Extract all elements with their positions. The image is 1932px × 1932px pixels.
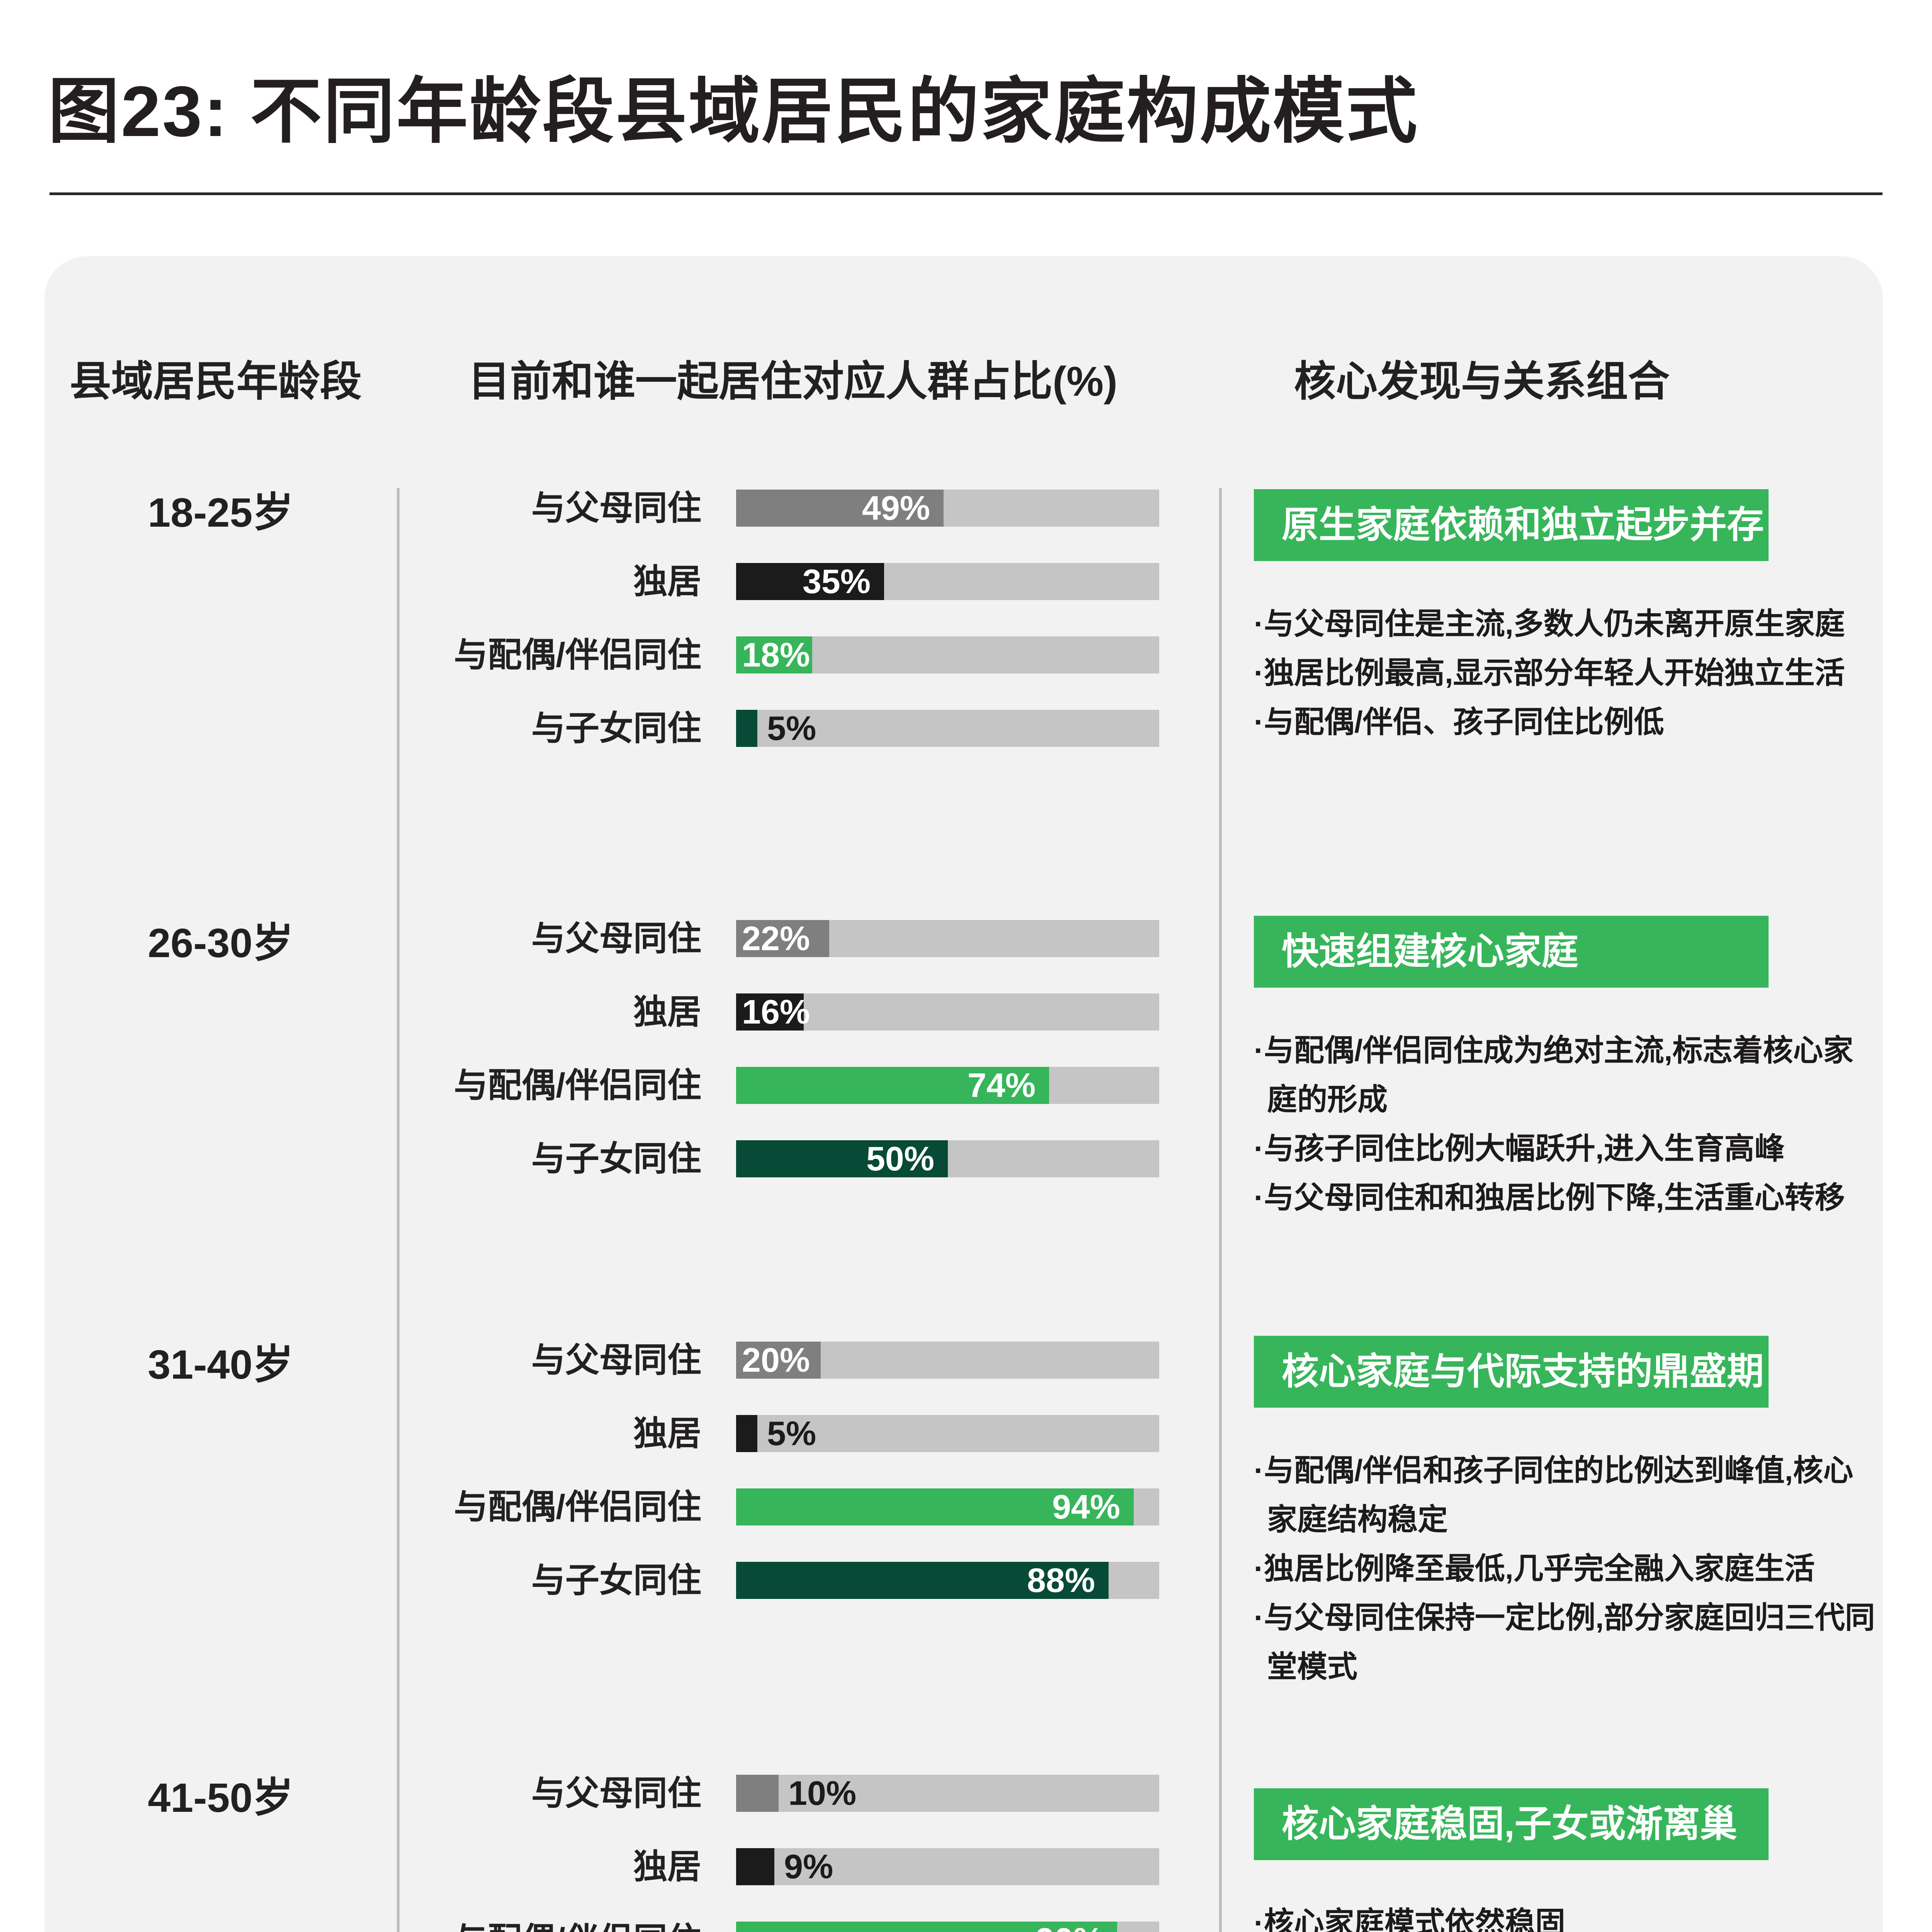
bar-track: 16% [736,993,1159,1031]
title-divider-line [49,192,1883,195]
bar-fill [736,1562,1109,1599]
finding-bullet: ·与父母同住是主流,多数人仍未离开原生家庭 [1254,607,1845,641]
finding-bullets: ·与配偶/伴侣同住成为绝对主流,标志着核心家庭的形成 ·与孩子同住比例大幅跃升,进… [1254,1026,1878,1222]
bar-label: 与子女同住 [531,1561,701,1599]
bar-track: 49% [736,490,1159,527]
page-title: 图23: 不同年龄段县域居民的家庭构成模式 [48,72,1419,151]
bar-track: 22% [736,920,1159,957]
finding-bullet: ·独居比例最高,显示部分年轻人开始独立生活 [1254,656,1845,690]
bar-label: 与配偶/伴侣同住 [454,636,701,674]
bar-track: 20% [736,1342,1159,1379]
finding-bullet: ·独居比例降至最低,几乎完全融入家庭生活 [1254,1551,1815,1585]
bar-value: 9% [784,1847,833,1886]
finding-header-band: 核心家庭与代际支持的鼎盛期 [1254,1336,1769,1408]
bar-fill [736,490,944,527]
age-group-label: 41-50岁 [148,1775,294,1821]
bar-track: 50% [736,1140,1159,1177]
bar-fill [736,1488,1134,1526]
bar-track: 9% [736,1848,1159,1885]
finding-header-label: 核心家庭与代际支持的鼎盛期 [1282,1351,1764,1392]
bar-fill [736,920,829,957]
finding-bullets: ·核心家庭模式依然稳固·与父母同住和独居比例小幅回升 [1254,1898,1878,1932]
bar-label: 独居 [633,1847,701,1886]
bar-label: 与配偶/伴侣同住 [454,1488,701,1526]
bar-track: 35% [736,563,1159,600]
bar-label: 独居 [633,1414,701,1452]
bar-value: 74% [967,1066,1036,1104]
bar-fill [736,1067,1049,1104]
bar-track: 94% [736,1488,1159,1526]
bar-fill [736,563,884,600]
finding-bullet: ·与父母同住和和独居比例下降,生活重心转移 [1254,1180,1845,1214]
bar-label: 与配偶/伴侣同住 [454,1066,701,1104]
finding-header-label: 原生家庭依赖和独立起步并存 [1282,504,1764,546]
bar-value: 50% [866,1139,934,1178]
bar-value: 5% [767,1414,816,1452]
finding-bullet: ·与孩子同住比例大幅跃升,进入生育高峰 [1254,1131,1785,1165]
divider-bars-findings [1219,488,1222,1932]
bar-value: 35% [802,562,871,600]
bar-value: 16% [742,993,810,1031]
bar-fill [736,1415,757,1452]
finding-bullet: ·与父母同住保持一定比例,部分家庭回归三代同堂模式 [1254,1600,1875,1684]
finding-bullet: ·与配偶/伴侣同住成为绝对主流,标志着核心家庭的形成 [1254,1033,1854,1116]
bar-label: 与父母同住 [531,1774,701,1812]
column-header-findings: 核心发现与关系组合 [1294,358,1670,405]
bar-label: 与父母同住 [531,919,701,957]
bar-label: 独居 [633,562,701,600]
bar-label: 独居 [633,993,701,1031]
bar-fill [736,1342,821,1379]
column-header-age: 县域居民年龄段 [70,358,362,405]
bar-value: 18% [742,636,810,674]
column-header-living: 目前和谁一起居住对应人群占比(%) [468,358,1117,405]
finding-header-label: 快速组建核心家庭 [1282,931,1578,972]
bar-value: 94% [1052,1488,1120,1526]
finding-header-label: 核心家庭稳固,子女或渐离巢 [1282,1803,1737,1845]
bar-fill [736,1775,779,1812]
bar-fill [736,1140,948,1177]
bar-label: 与子女同住 [531,1139,701,1178]
finding-bullets: ·与配偶/伴侣和孩子同住的比例达到峰值,核心家庭结构稳定 ·独居比例降至最低,几乎… [1254,1446,1878,1691]
bar-fill [736,993,804,1031]
bar-value: 22% [742,919,810,957]
bar-label: 与父母同住 [531,1341,701,1379]
bar-track: 18% [736,636,1159,673]
bar-track: 10% [736,1775,1159,1812]
finding-bullet: ·核心家庭模式依然稳固 [1254,1906,1565,1932]
bar-track: 88% [736,1562,1159,1599]
bar-fill [736,710,757,747]
bar-value: 88% [1027,1561,1095,1599]
chart-card: 县域居民年龄段 目前和谁一起居住对应人群占比(%) 核心发现与关系组合 18-2… [44,256,1883,1932]
bar-value: 5% [767,709,816,747]
age-group-label: 18-25岁 [148,490,294,536]
bar-value: 10% [788,1774,857,1812]
age-group-label: 31-40岁 [148,1342,294,1388]
bar-value: 90% [1036,1922,1104,1932]
bar-track: 5% [736,710,1159,747]
bar-fill [736,636,812,673]
finding-header-band: 原生家庭依赖和独立起步并存 [1254,489,1769,561]
age-group-label: 26-30岁 [148,920,294,966]
bar-value: 20% [742,1341,810,1379]
bar-track: 74% [736,1067,1159,1104]
divider-age-bars [397,488,400,1932]
bar-label: 与父母同住 [531,489,701,527]
bar-label: 与子女同住 [531,709,701,747]
finding-header-band: 快速组建核心家庭 [1254,916,1769,988]
bar-track: 90% [736,1922,1159,1932]
finding-bullet: ·与配偶/伴侣、孩子同住比例低 [1254,705,1664,739]
bar-track: 5% [736,1415,1159,1452]
bar-value: 49% [862,489,930,527]
bar-fill [736,1848,774,1885]
finding-bullets: ·与父母同住是主流,多数人仍未离开原生家庭 ·独居比例最高,显示部分年轻人开始独立… [1254,599,1878,747]
bar-label: 与配偶/伴侣同住 [68,1922,701,1932]
bar-fill [736,1922,1117,1932]
finding-bullet: ·与配偶/伴侣和孩子同住的比例达到峰值,核心家庭结构稳定 [1254,1453,1854,1536]
finding-header-band: 核心家庭稳固,子女或渐离巢 [1254,1788,1769,1860]
